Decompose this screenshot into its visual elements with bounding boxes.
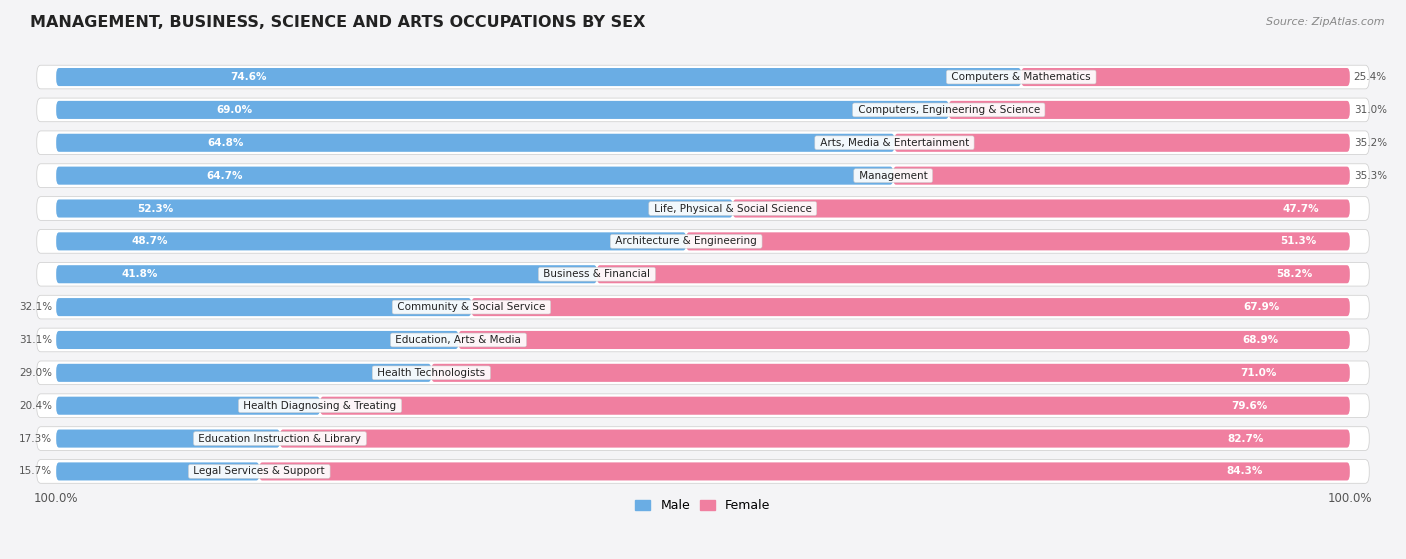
Text: 20.4%: 20.4%	[20, 401, 52, 411]
Text: Health Diagnosing & Treating: Health Diagnosing & Treating	[240, 401, 399, 411]
Text: Architecture & Engineering: Architecture & Engineering	[612, 236, 761, 247]
Legend: Male, Female: Male, Female	[630, 494, 776, 518]
FancyBboxPatch shape	[56, 397, 321, 415]
FancyBboxPatch shape	[56, 167, 893, 184]
FancyBboxPatch shape	[471, 298, 1350, 316]
Text: 29.0%: 29.0%	[20, 368, 52, 378]
FancyBboxPatch shape	[259, 462, 1350, 481]
Text: 68.9%: 68.9%	[1243, 335, 1278, 345]
FancyBboxPatch shape	[56, 134, 894, 152]
Text: Community & Social Service: Community & Social Service	[394, 302, 548, 312]
FancyBboxPatch shape	[894, 134, 1350, 152]
Text: 52.3%: 52.3%	[138, 203, 173, 214]
Text: 35.3%: 35.3%	[1354, 170, 1386, 181]
FancyBboxPatch shape	[56, 331, 458, 349]
Text: 35.2%: 35.2%	[1354, 138, 1386, 148]
Text: Legal Services & Support: Legal Services & Support	[190, 466, 328, 476]
FancyBboxPatch shape	[56, 429, 280, 448]
Text: 31.1%: 31.1%	[20, 335, 52, 345]
Text: 32.1%: 32.1%	[20, 302, 52, 312]
FancyBboxPatch shape	[37, 361, 1369, 385]
Text: 84.3%: 84.3%	[1226, 466, 1263, 476]
FancyBboxPatch shape	[37, 98, 1369, 122]
Text: 31.0%: 31.0%	[1354, 105, 1386, 115]
FancyBboxPatch shape	[56, 265, 598, 283]
Text: 25.4%: 25.4%	[1354, 72, 1386, 82]
Text: Source: ZipAtlas.com: Source: ZipAtlas.com	[1267, 17, 1385, 27]
Text: 51.3%: 51.3%	[1281, 236, 1316, 247]
FancyBboxPatch shape	[37, 197, 1369, 220]
Text: 58.2%: 58.2%	[1275, 269, 1312, 280]
FancyBboxPatch shape	[37, 262, 1369, 286]
Text: 17.3%: 17.3%	[20, 434, 52, 444]
FancyBboxPatch shape	[598, 265, 1350, 283]
FancyBboxPatch shape	[37, 459, 1369, 484]
Text: 82.7%: 82.7%	[1227, 434, 1264, 444]
FancyBboxPatch shape	[432, 364, 1350, 382]
FancyBboxPatch shape	[37, 65, 1369, 89]
Text: 41.8%: 41.8%	[121, 269, 157, 280]
FancyBboxPatch shape	[56, 298, 471, 316]
FancyBboxPatch shape	[37, 131, 1369, 155]
FancyBboxPatch shape	[686, 233, 1350, 250]
Text: Business & Financial: Business & Financial	[540, 269, 654, 280]
FancyBboxPatch shape	[56, 68, 1021, 86]
Text: 47.7%: 47.7%	[1282, 203, 1319, 214]
Text: 48.7%: 48.7%	[132, 236, 169, 247]
Text: Computers & Mathematics: Computers & Mathematics	[948, 72, 1094, 82]
Text: 74.6%: 74.6%	[231, 72, 266, 82]
Text: Health Technologists: Health Technologists	[374, 368, 488, 378]
Text: 69.0%: 69.0%	[217, 105, 253, 115]
FancyBboxPatch shape	[37, 230, 1369, 253]
FancyBboxPatch shape	[56, 200, 733, 217]
Text: Life, Physical & Social Science: Life, Physical & Social Science	[651, 203, 815, 214]
Text: 15.7%: 15.7%	[20, 466, 52, 476]
Text: 64.7%: 64.7%	[207, 170, 243, 181]
Text: 64.8%: 64.8%	[207, 138, 243, 148]
Text: Education Instruction & Library: Education Instruction & Library	[195, 434, 364, 444]
FancyBboxPatch shape	[733, 200, 1350, 217]
FancyBboxPatch shape	[321, 397, 1350, 415]
FancyBboxPatch shape	[37, 328, 1369, 352]
FancyBboxPatch shape	[280, 429, 1350, 448]
Text: 67.9%: 67.9%	[1243, 302, 1279, 312]
FancyBboxPatch shape	[37, 427, 1369, 451]
FancyBboxPatch shape	[37, 164, 1369, 187]
FancyBboxPatch shape	[56, 462, 259, 481]
Text: 71.0%: 71.0%	[1240, 368, 1277, 378]
FancyBboxPatch shape	[949, 101, 1350, 119]
FancyBboxPatch shape	[1021, 68, 1350, 86]
Text: 79.6%: 79.6%	[1232, 401, 1267, 411]
Text: Education, Arts & Media: Education, Arts & Media	[392, 335, 524, 345]
FancyBboxPatch shape	[56, 364, 432, 382]
FancyBboxPatch shape	[458, 331, 1350, 349]
Text: MANAGEMENT, BUSINESS, SCIENCE AND ARTS OCCUPATIONS BY SEX: MANAGEMENT, BUSINESS, SCIENCE AND ARTS O…	[31, 15, 645, 30]
FancyBboxPatch shape	[37, 295, 1369, 319]
Text: Management: Management	[856, 170, 931, 181]
FancyBboxPatch shape	[56, 101, 949, 119]
Text: Arts, Media & Entertainment: Arts, Media & Entertainment	[817, 138, 972, 148]
Text: Computers, Engineering & Science: Computers, Engineering & Science	[855, 105, 1043, 115]
FancyBboxPatch shape	[37, 394, 1369, 418]
FancyBboxPatch shape	[56, 233, 686, 250]
FancyBboxPatch shape	[893, 167, 1350, 184]
